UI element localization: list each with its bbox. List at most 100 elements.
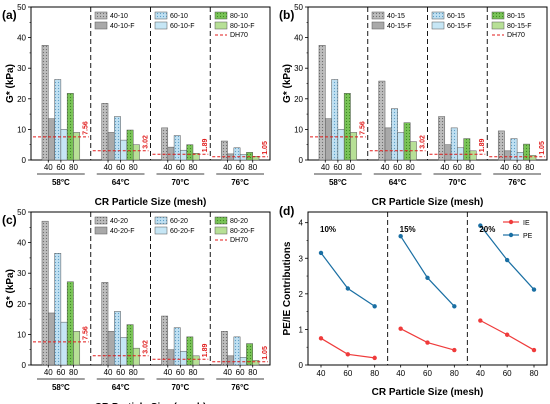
- y-tick-0: 0: [299, 361, 304, 370]
- dh70-value-64°C: 3.02: [143, 135, 150, 149]
- x-tick-60: 60: [176, 163, 185, 172]
- legend-label-40-15: 40-15: [387, 13, 405, 20]
- bar-40-F-76°C: [227, 355, 235, 366]
- legend-label-60-20-F: 60-20-F: [170, 228, 195, 235]
- dh70-value-58°C: 7.56: [83, 326, 90, 340]
- y-tick-20: 20: [17, 300, 26, 309]
- x-axis-label: CR Particle Size (mesh): [95, 402, 207, 404]
- x-tick-40: 40: [317, 369, 326, 378]
- legend-label-dh70: DH70: [507, 32, 525, 39]
- legend-swatch-60-15-F: [431, 21, 445, 30]
- bar-60-58°C: [331, 79, 339, 161]
- y-tick-0: 0: [299, 156, 304, 165]
- x-tick-60: 60: [116, 163, 125, 172]
- bar-40-76°C: [220, 331, 228, 366]
- point-IE-10%-40: [318, 336, 324, 341]
- bar-40-F-76°C: [504, 150, 512, 161]
- legend-label-80-10: 80-10: [230, 13, 248, 20]
- bar-60-F-58°C: [337, 129, 345, 161]
- bar-80-70°C: [186, 336, 194, 366]
- bar-80-64°C: [126, 324, 134, 366]
- x-tick-60: 60: [423, 369, 432, 378]
- bar-80-F-70°C: [192, 355, 200, 366]
- bar-40-64°C: [378, 80, 386, 161]
- legend-marker-IE: [508, 219, 514, 225]
- dh70-value-64°C: 3.02: [420, 135, 427, 149]
- x-tick-40: 40: [223, 368, 232, 377]
- bar-80-58°C: [343, 93, 351, 161]
- legend-label-40-10-F: 40-10-F: [110, 23, 135, 30]
- bar-40-F-64°C: [384, 127, 392, 161]
- x-tick-60: 60: [503, 369, 512, 378]
- y-tick-0: 0: [22, 361, 27, 370]
- bar-40-F-64°C: [107, 132, 115, 161]
- bar-40-F-64°C: [107, 331, 115, 366]
- x-tick-80: 80: [530, 369, 539, 378]
- legend-marker-PE: [508, 232, 514, 238]
- x-tick-40: 40: [163, 368, 172, 377]
- bar-60-76°C: [510, 138, 518, 161]
- bar-80-F-76°C: [252, 156, 260, 161]
- bar-60-58°C: [54, 79, 62, 161]
- dh70-value-76°C: 1.05: [262, 141, 269, 155]
- dh70-value-76°C: 1.05: [539, 141, 546, 155]
- legend-swatch-60-10: [154, 11, 168, 20]
- panel-label: (a): [2, 8, 17, 22]
- y-tick-40: 40: [294, 34, 303, 43]
- bar-40-64°C: [101, 103, 109, 161]
- y-tick-10: 10: [294, 125, 303, 134]
- bar-60-F-76°C: [239, 357, 247, 366]
- legend-swatch-80-20-F: [214, 226, 228, 235]
- bar-80-76°C: [246, 343, 253, 366]
- legend-label-60-20: 60-20: [170, 218, 188, 225]
- segment-label-10%: 10%: [320, 225, 336, 234]
- x-tick-80: 80: [69, 163, 78, 172]
- group-label-58°C: 58°C: [329, 178, 347, 187]
- legend-label-60-10-F: 60-10-F: [170, 23, 195, 30]
- x-tick-60: 60: [393, 163, 402, 172]
- point-IE-15%-80: [452, 347, 457, 353]
- bar-60-70°C: [450, 127, 458, 161]
- line-panel-3: 40 60 80 10% 40 60 80 15% 40 60 80 20% 0 1 2 3 4 PE/IE Co…: [279, 204, 548, 398]
- point-IE-20%-80: [531, 347, 537, 353]
- legend-label-80-10-F: 80-10-F: [230, 23, 255, 30]
- x-tick-80: 80: [466, 163, 475, 172]
- x-tick-60: 60: [453, 163, 462, 172]
- group-label-58°C: 58°C: [52, 178, 70, 187]
- bar-40-F-58°C: [325, 118, 332, 161]
- x-tick-80: 80: [189, 163, 198, 172]
- bar-40-F-70°C: [444, 144, 452, 161]
- point-PE-10%-80: [372, 304, 377, 309]
- bar-60-F-64°C: [120, 139, 128, 161]
- bar-60-58°C: [54, 253, 62, 366]
- group-label-76°C: 76°C: [231, 178, 249, 187]
- point-PE-10%-60: [345, 286, 351, 291]
- x-tick-60: 60: [333, 163, 342, 172]
- x-axis-label: CR Particle Size (mesh): [95, 197, 207, 208]
- legend-label-60-15-F: 60-15-F: [447, 23, 472, 30]
- bar-40-58°C: [41, 220, 49, 366]
- x-tick-80: 80: [370, 369, 379, 378]
- bar-80-F-70°C: [192, 153, 200, 161]
- bar-80-F-64°C: [132, 144, 140, 161]
- point-IE-10%-60: [345, 352, 351, 357]
- legend-label-PE: PE: [523, 233, 533, 240]
- dh70-value-76°C: 1.05: [262, 346, 269, 360]
- bar-60-76°C: [233, 147, 241, 161]
- bar-80-76°C: [523, 143, 530, 161]
- x-tick-40: 40: [321, 163, 330, 172]
- series-line-IE-15%: [400, 328, 455, 351]
- panel-label: (d): [279, 204, 294, 218]
- x-tick-40: 40: [44, 163, 53, 172]
- y-tick-0: 0: [22, 156, 27, 165]
- bar-80-F-76°C: [529, 155, 537, 161]
- bar-60-F-64°C: [397, 132, 405, 161]
- x-tick-40: 40: [223, 163, 232, 172]
- group-label-70°C: 70°C: [448, 178, 466, 187]
- bar-40-58°C: [41, 45, 49, 161]
- segment-label-20%: 20%: [479, 225, 495, 234]
- panel-label: (b): [279, 8, 294, 22]
- bar-80-F-58°C: [350, 132, 358, 161]
- y-tick-4: 4: [299, 219, 304, 228]
